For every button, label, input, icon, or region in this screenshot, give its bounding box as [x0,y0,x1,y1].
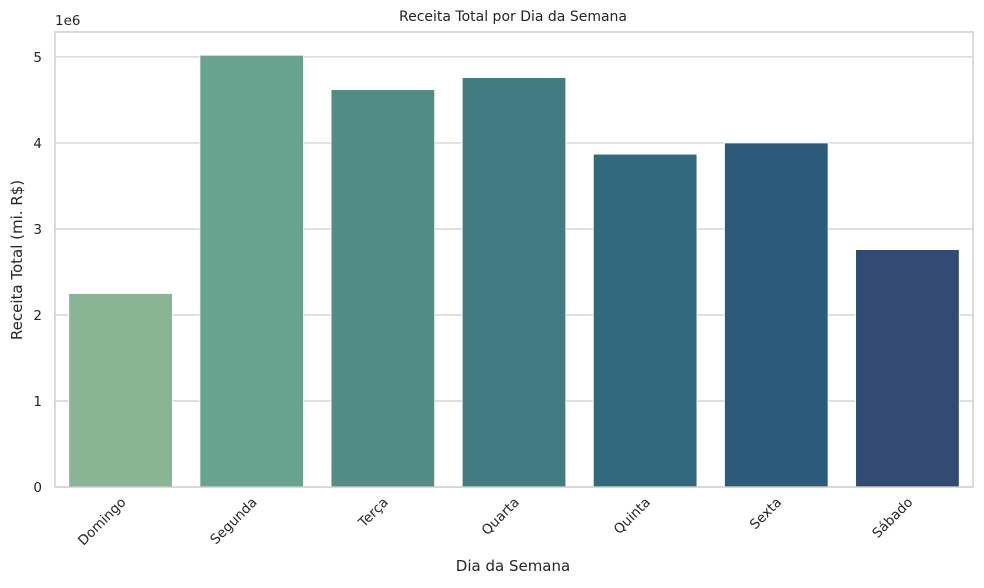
y-tick-label: 1 [33,394,42,410]
x-tick-label: Segunda [207,495,260,548]
x-tick-label: Sábado [869,495,916,542]
y-tick-label: 4 [33,136,42,152]
y-tick-label: 0 [33,480,42,496]
y-tick-label: 5 [33,50,42,66]
x-axis-label: Dia da Semana [456,557,570,575]
plot-border [54,31,974,488]
y-tick-label: 3 [33,222,42,238]
bar-quarta [461,77,567,488]
y-tick-label: 2 [33,308,42,324]
x-tick-labels: Domingo Segunda Terça Quarta Quinta Sexta Sába… [75,495,916,549]
y-exponent-label: 1e6 [55,13,80,29]
x-tick-label: Quarta [479,495,523,539]
plot-frame [54,31,974,488]
bar-sábado [855,249,960,488]
bar-sexta [724,142,829,488]
x-tick-label: Terça [355,495,392,532]
bar-quinta [592,153,698,488]
y-tick-labels: 0 1 2 3 4 5 [33,50,42,496]
bar-terça [330,89,436,488]
bars [68,54,960,488]
bar-segunda [199,54,304,488]
x-tick-label: Sexta [747,495,785,533]
chart-title: Receita Total por Dia da Semana [399,9,627,25]
x-tick-label: Quinta [611,495,654,538]
y-axis-label: Receita Total (mi. R$) [8,180,26,340]
x-tick-label: Domingo [75,495,129,549]
bar-domingo [68,293,173,488]
